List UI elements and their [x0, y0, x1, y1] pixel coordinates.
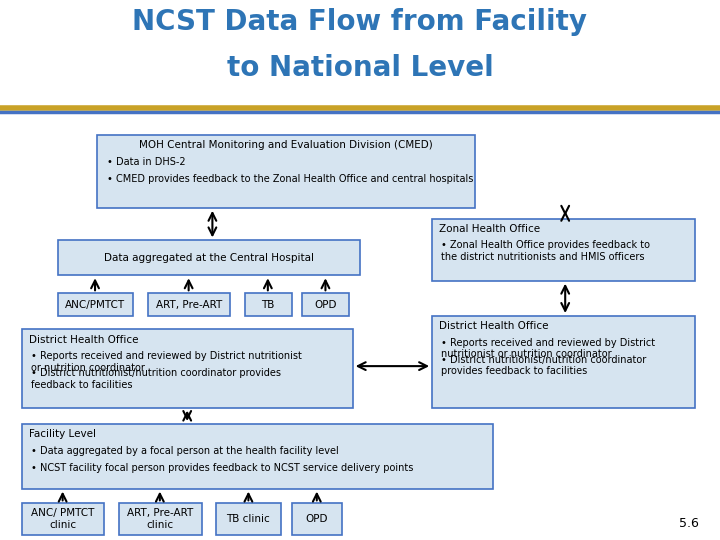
Text: • Reports received and reviewed by District nutritionist
or nutrition coordinato: • Reports received and reviewed by Distr…: [31, 351, 302, 373]
Text: • Data aggregated by a focal person at the health facility level: • Data aggregated by a focal person at t…: [31, 446, 338, 456]
FancyBboxPatch shape: [432, 219, 695, 281]
FancyBboxPatch shape: [58, 293, 133, 316]
Text: TB clinic: TB clinic: [227, 514, 270, 524]
Text: District Health Office: District Health Office: [439, 321, 549, 332]
Text: OPD: OPD: [315, 300, 337, 309]
FancyBboxPatch shape: [302, 293, 349, 316]
Text: • CMED provides feedback to the Zonal Health Office and central hospitals: • CMED provides feedback to the Zonal He…: [107, 174, 473, 184]
Text: Data aggregated at the Central Hospital: Data aggregated at the Central Hospital: [104, 253, 314, 263]
FancyBboxPatch shape: [292, 503, 342, 535]
Text: District Health Office: District Health Office: [29, 335, 138, 345]
Text: 5.6: 5.6: [678, 517, 698, 530]
FancyBboxPatch shape: [97, 135, 475, 208]
FancyBboxPatch shape: [22, 503, 104, 535]
Text: OPD: OPD: [305, 514, 328, 524]
Text: ART, Pre-ART
clinic: ART, Pre-ART clinic: [127, 508, 194, 530]
Text: TB: TB: [261, 300, 275, 309]
FancyBboxPatch shape: [58, 240, 360, 275]
Text: ANC/ PMTCT
clinic: ANC/ PMTCT clinic: [31, 508, 95, 530]
Text: • NCST facility focal person provides feedback to NCST service delivery points: • NCST facility focal person provides fe…: [31, 463, 413, 473]
Text: MOH Central Monitoring and Evaluation Division (CMED): MOH Central Monitoring and Evaluation Di…: [140, 140, 433, 151]
Text: Facility Level: Facility Level: [29, 429, 96, 440]
FancyBboxPatch shape: [119, 503, 202, 535]
Text: • District nutritionist/nutrition coordinator
provides feedback to facilities: • District nutritionist/nutrition coordi…: [441, 355, 647, 376]
Text: • Zonal Health Office provides feedback to
the district nutritionists and HMIS o: • Zonal Health Office provides feedback …: [441, 240, 650, 262]
Text: ART, Pre-ART: ART, Pre-ART: [156, 300, 222, 309]
FancyBboxPatch shape: [148, 293, 230, 316]
Text: ANC/PMTCT: ANC/PMTCT: [66, 300, 125, 309]
FancyBboxPatch shape: [245, 293, 292, 316]
FancyBboxPatch shape: [22, 329, 353, 408]
Text: • Data in DHS-2: • Data in DHS-2: [107, 157, 185, 167]
Text: to National Level: to National Level: [227, 54, 493, 82]
FancyBboxPatch shape: [432, 316, 695, 408]
Text: • Reports received and reviewed by District
nutritionist or nutrition coordinato: • Reports received and reviewed by Distr…: [441, 338, 655, 359]
Text: NCST Data Flow from Facility: NCST Data Flow from Facility: [132, 8, 588, 36]
Text: • District nutritionist/nutrition coordinator provides
feedback to facilities: • District nutritionist/nutrition coordi…: [31, 368, 281, 390]
Text: Zonal Health Office: Zonal Health Office: [439, 224, 540, 234]
FancyBboxPatch shape: [216, 503, 281, 535]
FancyBboxPatch shape: [22, 424, 493, 489]
